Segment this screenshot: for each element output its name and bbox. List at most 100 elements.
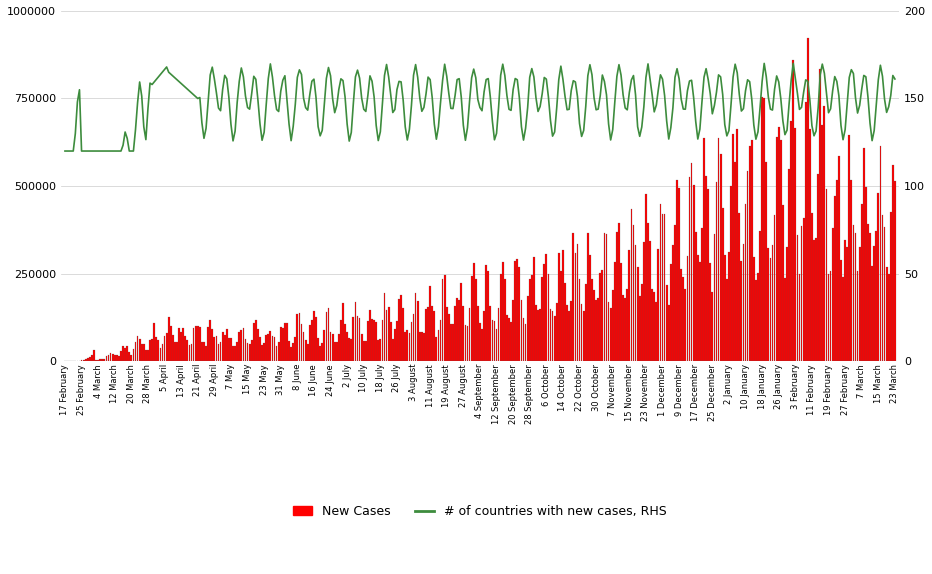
Bar: [855, 233, 857, 361]
Bar: [711, 292, 713, 361]
Bar: [471, 276, 473, 361]
Bar: [527, 296, 528, 361]
Bar: [593, 290, 595, 361]
Bar: [315, 317, 317, 361]
Bar: [188, 345, 190, 361]
Bar: [848, 135, 850, 361]
Bar: [327, 308, 329, 361]
Bar: [726, 279, 728, 361]
Bar: [805, 102, 806, 361]
Bar: [442, 278, 444, 361]
Bar: [363, 341, 364, 361]
Bar: [247, 343, 249, 361]
Bar: [207, 327, 209, 361]
Bar: [540, 309, 541, 361]
Bar: [816, 238, 817, 361]
Bar: [83, 360, 85, 361]
Bar: [222, 332, 224, 361]
Bar: [110, 354, 112, 361]
Bar: [317, 338, 319, 361]
Bar: [620, 263, 622, 361]
Bar: [753, 258, 755, 361]
Bar: [687, 256, 689, 361]
Bar: [880, 146, 882, 361]
Bar: [552, 311, 554, 361]
Bar: [425, 309, 427, 361]
Bar: [792, 60, 794, 361]
Bar: [486, 265, 487, 361]
Bar: [689, 177, 691, 361]
Bar: [884, 227, 885, 361]
Bar: [350, 339, 352, 361]
Bar: [251, 340, 253, 361]
Bar: [224, 335, 226, 361]
Bar: [290, 347, 292, 361]
Bar: [122, 346, 124, 361]
Bar: [151, 339, 153, 361]
Bar: [230, 338, 232, 361]
Bar: [751, 140, 753, 361]
Bar: [164, 336, 166, 361]
Bar: [547, 274, 549, 361]
Bar: [276, 346, 278, 361]
Bar: [108, 355, 109, 361]
Bar: [457, 298, 458, 361]
Bar: [153, 323, 155, 361]
Bar: [707, 189, 709, 361]
Bar: [176, 342, 178, 361]
Bar: [714, 234, 715, 361]
Bar: [367, 321, 369, 361]
Bar: [531, 275, 533, 361]
Bar: [774, 215, 775, 361]
Bar: [668, 305, 669, 361]
Bar: [406, 329, 408, 361]
Bar: [765, 162, 767, 361]
Bar: [591, 279, 593, 361]
Bar: [475, 278, 476, 361]
Bar: [301, 324, 302, 361]
Bar: [647, 223, 649, 361]
Bar: [477, 306, 479, 361]
Bar: [638, 296, 640, 361]
Bar: [611, 290, 613, 361]
Bar: [145, 350, 146, 361]
Bar: [437, 329, 439, 361]
Bar: [114, 355, 116, 361]
Bar: [195, 327, 197, 361]
Bar: [469, 308, 471, 361]
Bar: [408, 333, 410, 361]
Bar: [861, 204, 863, 361]
Bar: [257, 329, 259, 361]
Bar: [730, 185, 732, 361]
Bar: [280, 327, 281, 361]
Bar: [761, 97, 763, 361]
Bar: [523, 319, 525, 361]
Bar: [244, 339, 246, 361]
Bar: [885, 267, 887, 361]
Bar: [487, 271, 489, 361]
Bar: [733, 134, 734, 361]
Bar: [295, 337, 296, 361]
Bar: [259, 336, 261, 361]
Bar: [81, 360, 82, 361]
Bar: [888, 274, 889, 361]
Bar: [158, 340, 159, 361]
Bar: [201, 342, 203, 361]
Bar: [782, 205, 784, 361]
Bar: [298, 313, 300, 361]
Bar: [390, 322, 391, 361]
Bar: [734, 162, 736, 361]
Bar: [286, 323, 288, 361]
Bar: [585, 284, 586, 361]
Bar: [873, 246, 875, 361]
Bar: [432, 306, 433, 361]
Bar: [703, 138, 705, 361]
Bar: [535, 305, 537, 361]
Bar: [435, 336, 437, 361]
Bar: [322, 343, 323, 361]
Bar: [660, 204, 662, 361]
Bar: [778, 127, 779, 361]
Bar: [417, 301, 418, 361]
Bar: [448, 315, 450, 361]
Bar: [831, 228, 833, 361]
